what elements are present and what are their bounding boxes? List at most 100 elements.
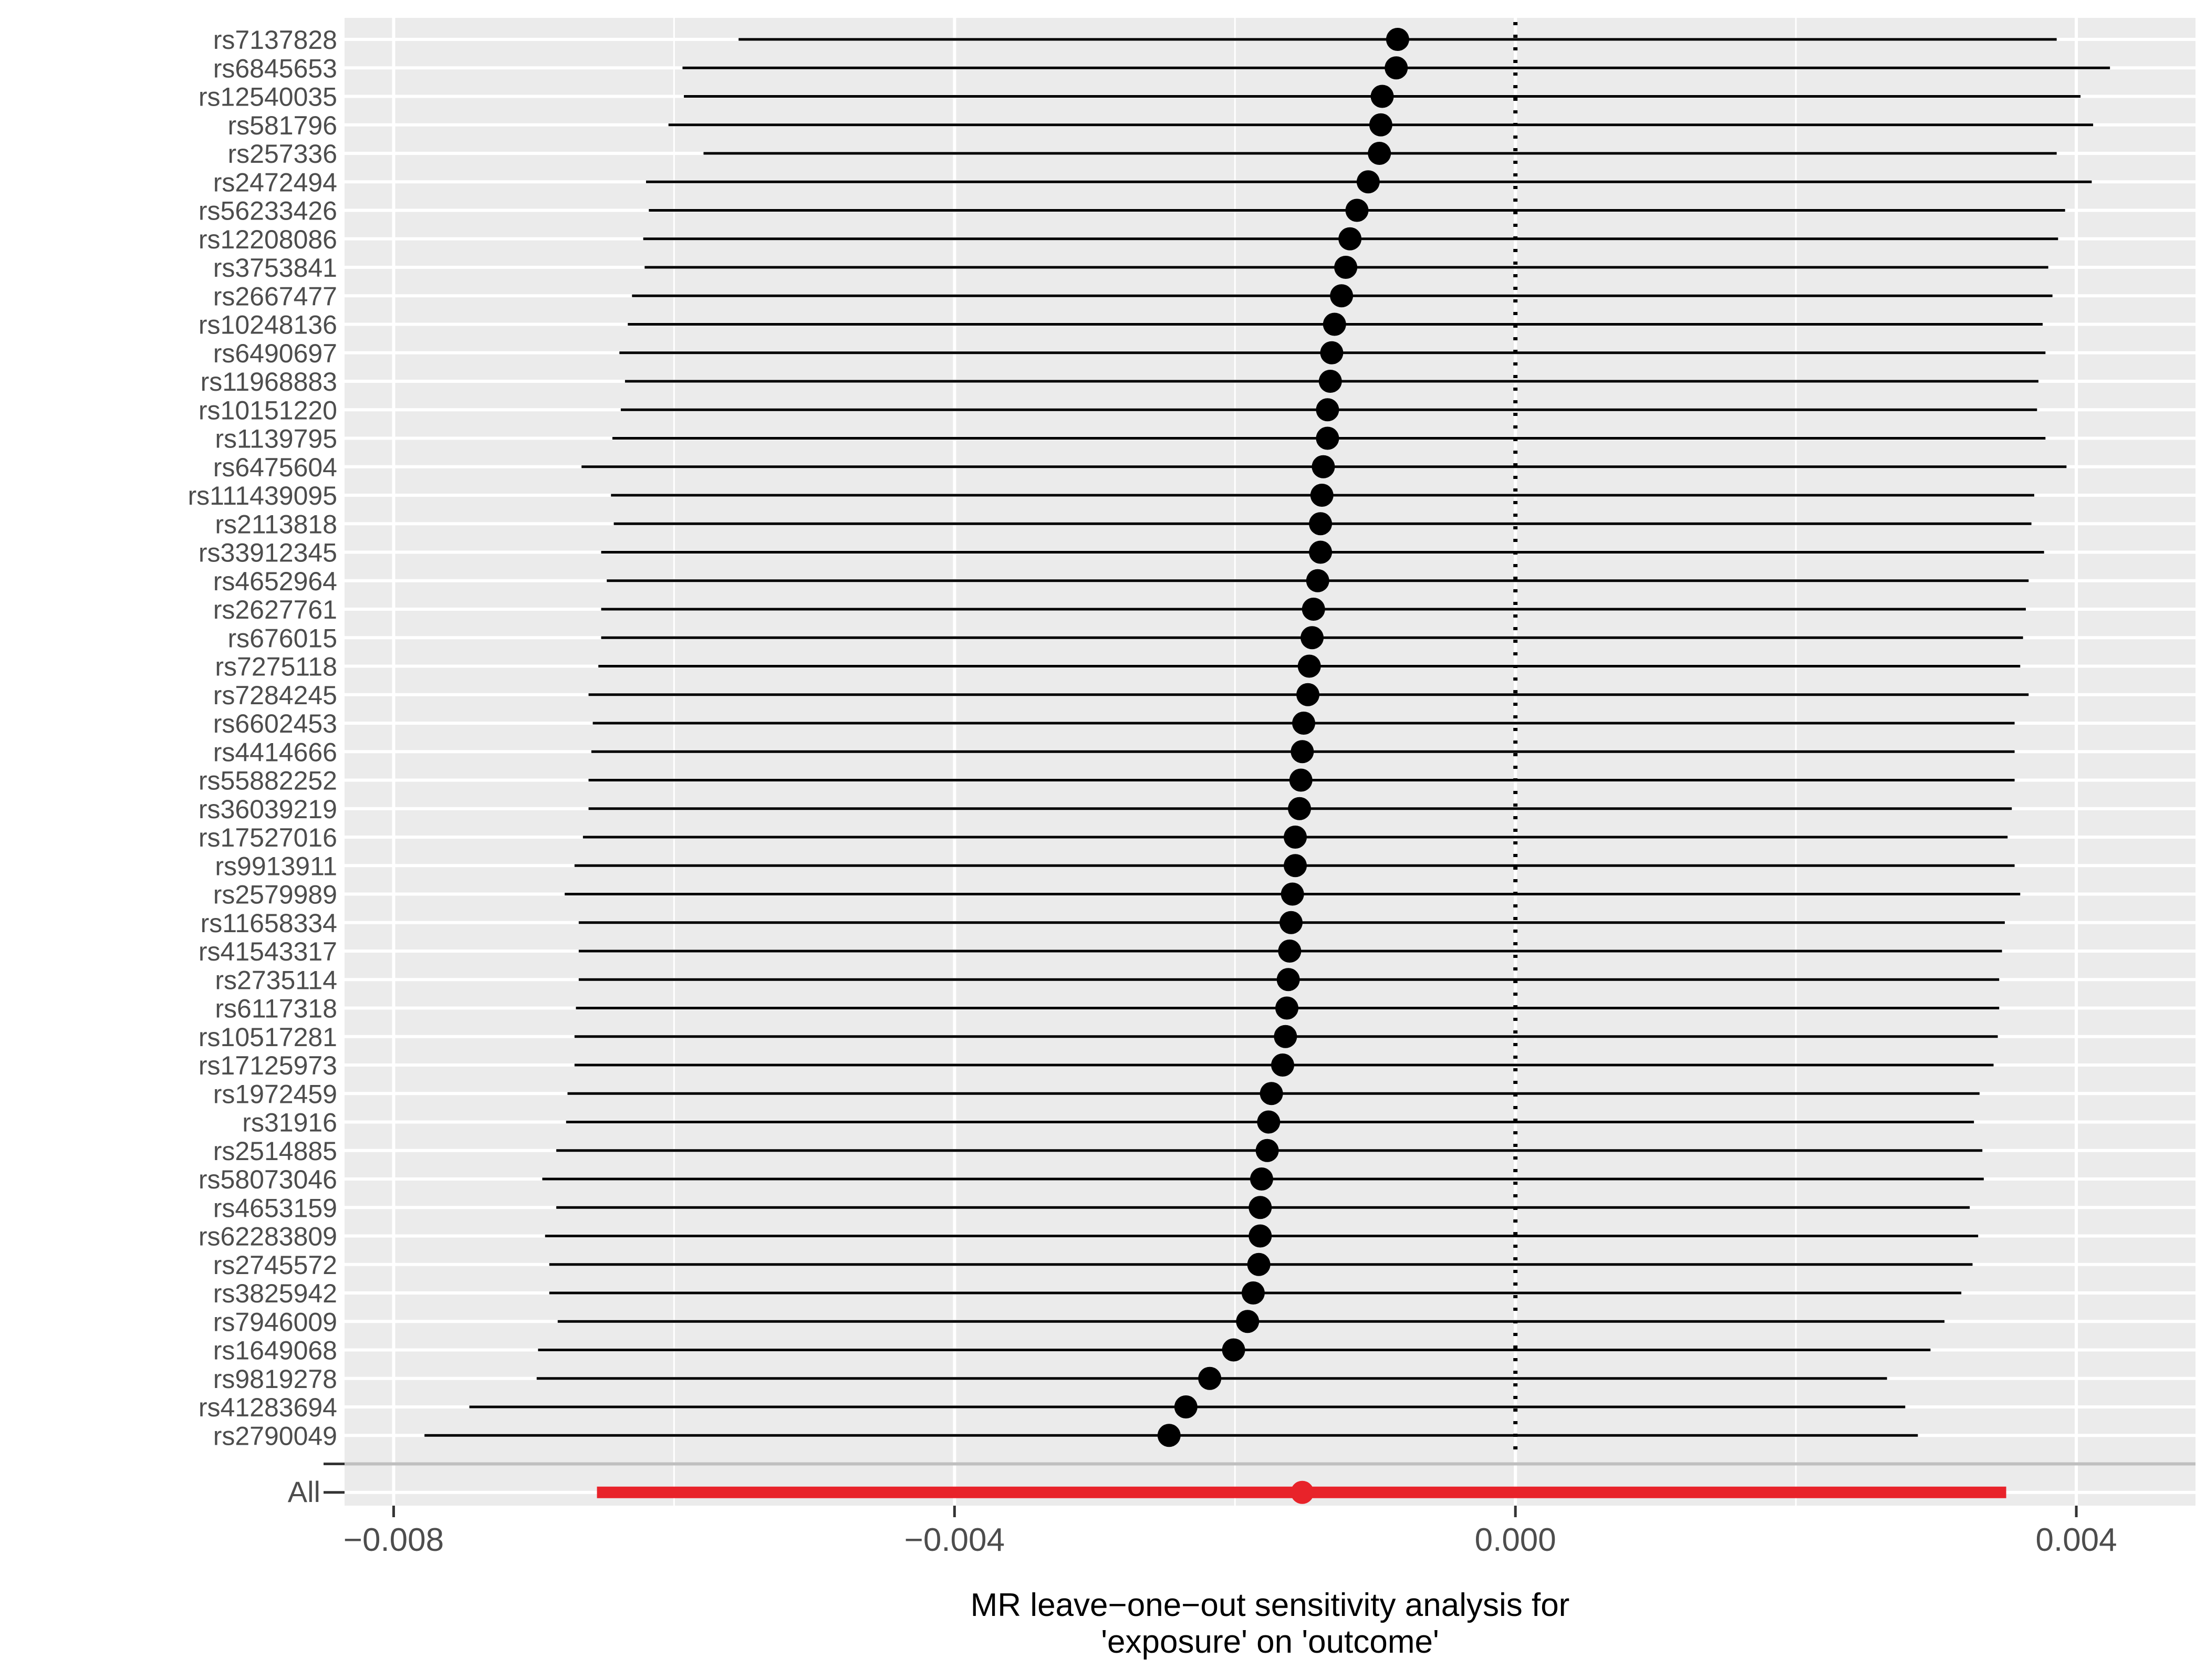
estimate-point (1386, 28, 1409, 51)
estimate-point (1289, 768, 1313, 792)
estimate-point (1345, 199, 1369, 222)
estimate-point (1257, 1110, 1281, 1134)
y-tick-label: rs36039219 (199, 795, 337, 824)
y-tick-label: rs2113818 (215, 509, 337, 539)
estimate-point (1288, 797, 1312, 820)
y-tick-label: rs10517281 (199, 1022, 337, 1052)
estimate-point (1276, 968, 1300, 992)
y-tick-labels: rs7137828rs6845653rs12540035rs581796rs25… (188, 25, 345, 1508)
estimate-point (1255, 1139, 1279, 1162)
y-tick-label: rs12208086 (199, 225, 337, 254)
y-tick-label: rs10248136 (199, 310, 337, 340)
x-axis: −0.008 −0.004 0.000 0.004 (344, 1506, 2117, 1558)
estimate-point (1275, 996, 1299, 1020)
plot-panel (345, 18, 2195, 1506)
estimate-point (1292, 712, 1316, 735)
y-tick-label: rs10151220 (199, 395, 337, 425)
y-tick-label: rs7284245 (213, 681, 337, 710)
estimate-point (1236, 1310, 1260, 1333)
y-tick-label: rs2472494 (213, 168, 337, 197)
overall-point (1291, 1480, 1314, 1504)
y-tick-label: rs6490697 (213, 339, 337, 368)
estimate-point (1250, 1167, 1273, 1191)
estimate-point (1306, 569, 1329, 592)
estimate-point (1241, 1281, 1265, 1305)
y-tick-label: rs17527016 (199, 823, 337, 852)
estimate-point (1316, 426, 1339, 450)
estimate-point (1296, 683, 1320, 706)
y-tick-label: rs2745572 (213, 1250, 337, 1280)
estimate-point (1312, 455, 1335, 478)
estimate-point (1284, 826, 1307, 849)
x-axis-title-line: MR leave−one−out sensitivity analysis fo… (971, 1587, 1570, 1623)
estimate-point (1198, 1366, 1222, 1390)
estimate-point (1369, 113, 1392, 137)
estimate-point (1274, 1025, 1297, 1048)
estimate-point (1222, 1338, 1245, 1362)
estimate-point (1279, 911, 1303, 934)
y-tick-label: rs11968883 (201, 367, 337, 396)
y-tick-label: rs41283694 (199, 1393, 337, 1422)
y-tick-label: rs4414666 (213, 737, 337, 767)
y-tick-label: rs1139795 (215, 424, 337, 454)
y-tick-label: rs12540035 (199, 82, 337, 112)
x-tick-label: 0.004 (2035, 1522, 2117, 1558)
estimate-point (1368, 142, 1391, 165)
x-axis-title-line: 'exposure' on 'outcome' (1101, 1624, 1439, 1660)
estimate-point (1318, 370, 1342, 393)
estimate-point (1338, 227, 1362, 251)
y-tick-label: rs3825942 (213, 1279, 337, 1308)
estimate-point (1271, 1053, 1295, 1077)
y-tick-label: rs2790049 (213, 1421, 337, 1451)
estimate-point (1310, 484, 1334, 507)
y-tick-label: rs6602453 (213, 709, 337, 738)
estimate-point (1309, 512, 1333, 536)
y-tick-label: rs11658334 (201, 909, 337, 938)
estimate-point (1370, 85, 1394, 108)
overall-estimate (597, 1480, 2006, 1504)
y-tick-label: rs4652964 (213, 567, 337, 596)
y-tick-label: rs6475604 (213, 453, 337, 482)
x-tick-label: −0.004 (904, 1522, 1005, 1558)
estimate-point (1356, 170, 1380, 194)
y-tick-label: rs2667477 (213, 281, 337, 311)
y-tick-label: rs6845653 (213, 54, 337, 83)
y-tick-label: rs31916 (242, 1108, 337, 1138)
y-tick-label: rs33912345 (199, 538, 337, 568)
y-tick-label: rs62283809 (199, 1222, 337, 1251)
x-tick-label: −0.008 (344, 1522, 444, 1558)
y-tick-label: rs3753841 (213, 253, 337, 283)
y-tick-label: rs7275118 (215, 652, 337, 682)
estimate-point (1302, 598, 1325, 621)
y-tick-label: rs7137828 (213, 25, 337, 55)
estimate-point (1334, 256, 1358, 279)
x-axis-title: MR leave−one−out sensitivity analysis fo… (971, 1587, 1570, 1660)
y-tick-label-all: All (288, 1475, 320, 1508)
estimate-point (1248, 1224, 1272, 1248)
y-tick-label: rs41543317 (199, 937, 337, 966)
estimate-point (1385, 56, 1408, 80)
estimate-point (1297, 654, 1321, 678)
estimate-point (1281, 882, 1304, 906)
y-tick-label: rs1972459 (213, 1079, 337, 1109)
snp-estimates (424, 28, 2110, 1447)
estimate-point (1300, 626, 1324, 650)
estimate-point (1260, 1082, 1283, 1105)
estimate-point (1247, 1253, 1271, 1276)
y-tick-label: rs581796 (228, 111, 338, 140)
estimate-point (1330, 284, 1354, 308)
y-tick-label: rs2579989 (213, 880, 337, 910)
y-tick-label: rs6117318 (215, 994, 337, 1024)
estimate-point (1291, 740, 1314, 764)
y-tick-label: rs4653159 (213, 1193, 337, 1223)
y-tick-label: rs676015 (228, 623, 338, 653)
y-tick-label: rs257336 (228, 139, 338, 169)
y-tick-label: rs17125973 (199, 1051, 337, 1080)
estimate-point (1157, 1424, 1181, 1447)
estimate-point (1278, 940, 1302, 963)
y-tick-label: rs55882252 (199, 766, 337, 796)
y-tick-label: rs58073046 (199, 1165, 337, 1194)
y-tick-label: rs9913911 (215, 851, 337, 881)
y-tick-label: rs1649068 (213, 1336, 337, 1365)
